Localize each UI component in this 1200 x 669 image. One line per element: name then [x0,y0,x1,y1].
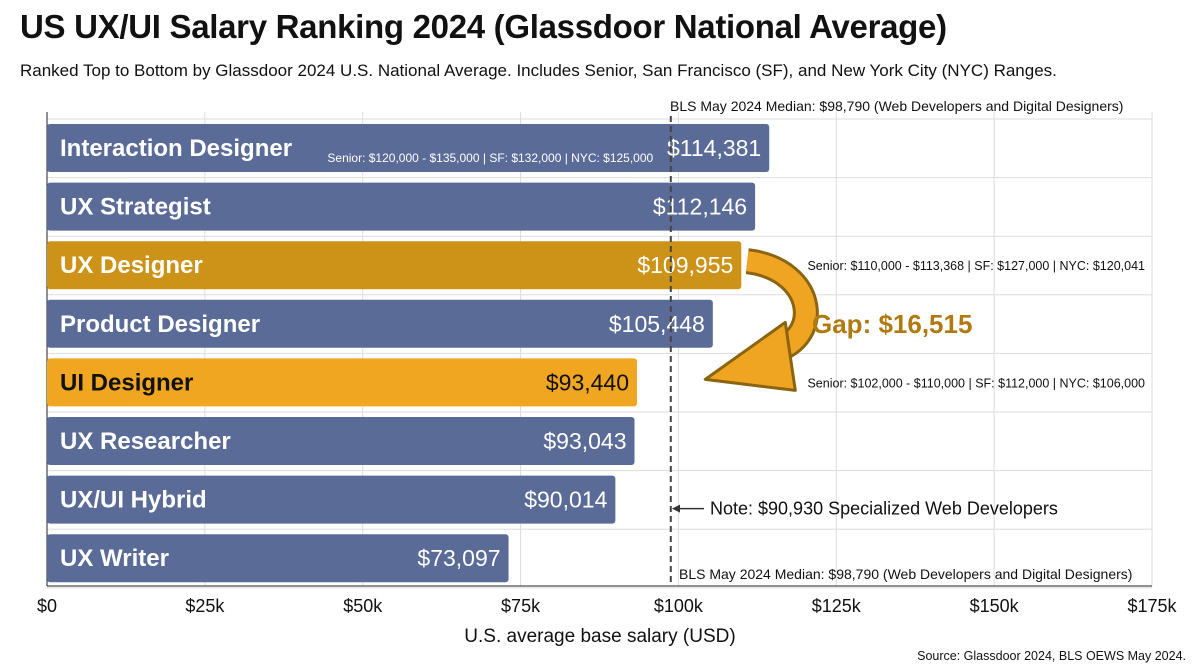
note-arrow-head [672,504,680,513]
bar-category-label: UX Strategist [60,194,211,221]
bar [47,475,616,524]
x-tick-label: $25k [185,596,225,616]
bar-category-label: UX Designer [60,252,203,279]
bar [47,358,638,407]
bar-value-label: $90,014 [524,487,607,513]
senior-range-annotation: Senior: $110,000 - $113,368 | SF: $127,0… [807,259,1145,273]
median-label-top: BLS May 2024 Median: $98,790 (Web Develo… [670,98,1123,114]
x-tick-label: $175k [1127,596,1177,616]
bar-value-label: $105,448 [609,311,705,337]
bars: Interaction Designer $114,381 UX Strategis… [47,124,770,583]
x-tick-label: $50k [343,596,383,616]
bar [47,241,742,290]
x-axis-title: U.S. average base salary (USD) [464,626,735,647]
x-tick-label: $75k [501,596,541,616]
bar-category-label: Product Designer [60,311,260,338]
x-tick-label: $0 [37,596,57,616]
bar [47,299,713,348]
x-tick-label: $100k [654,596,704,616]
median-label-bottom: BLS May 2024 Median: $98,790 (Web Develo… [679,566,1132,582]
bar [47,124,770,172]
bar-value-label: $114,381 [667,135,761,161]
reference-line-group: BLS May 2024 Median: $98,790 (Web Develo… [669,98,1132,586]
bar-value-label: $112,146 [653,194,747,220]
gap-arrow-head [703,320,797,392]
bar [47,417,635,465]
source-note: Source: Glassdoor 2024, BLS OEWS May 202… [917,649,1186,663]
bar-value-label: $109,955 [637,252,733,278]
bar-value-label: $93,043 [543,428,626,454]
bar [47,182,756,231]
bar-category-label: UX/UI Hybrid [60,487,207,514]
bar [47,534,509,583]
bar-category-label: UI Designer [60,369,193,396]
bar-category-label: UX Researcher [60,428,231,455]
x-tick-label: $125k [812,596,862,616]
bar-value-label: $93,440 [546,369,629,395]
senior-range-annotation: Senior: $120,000 - $135,000 | SF: $132,0… [327,151,653,165]
chart-subtitle: Ranked Top to Bottom by Glassdoor 2024 U… [20,61,1057,80]
gridlines [46,112,1153,589]
x-tick-label: $150k [970,596,1020,616]
bar-category-label: Interaction Designer [60,135,292,162]
chart-title: US UX/UI Salary Ranking 2024 (Glassdoor … [20,8,947,45]
note-label: Note: $90,930 Specialized Web Developers [710,499,1058,519]
senior-range-annotation: Senior: $102,000 - $110,000 | SF: $112,0… [807,376,1145,390]
bar-category-label: UX Writer [60,545,169,572]
bar-value-label: $73,097 [417,545,500,571]
x-axis: $0 $25k $50k $75k $100k $125k $150k $175k U.S. a… [37,596,1178,647]
annotations: Senior: $120,000 - $135,000 | SF: $132,0… [327,151,1145,519]
gap-label: Gap: $16,515 [812,309,972,339]
